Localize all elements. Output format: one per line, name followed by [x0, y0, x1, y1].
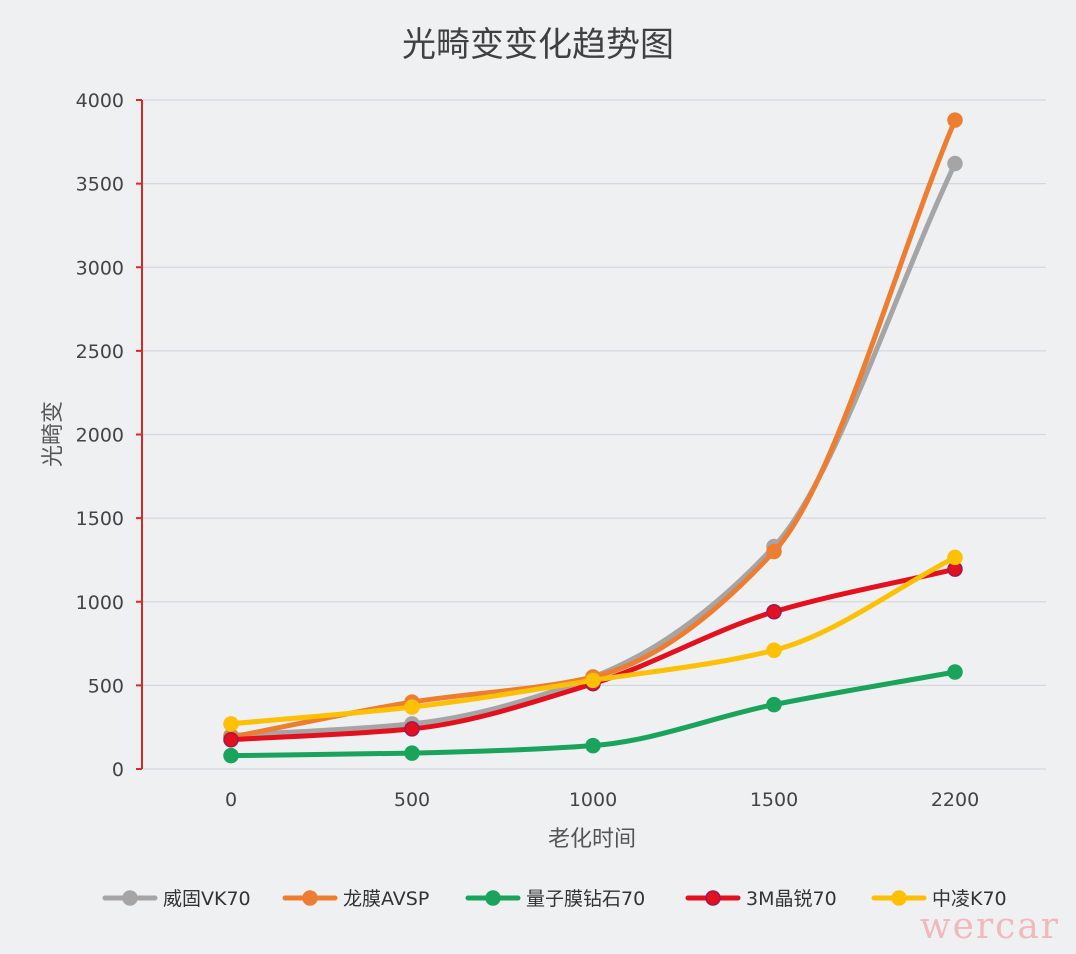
- data-point: [947, 664, 963, 680]
- legend-label: 威固VK70: [163, 888, 251, 910]
- x-tick-label: 0: [225, 789, 237, 811]
- data-point: [404, 745, 420, 761]
- data-point: [585, 737, 601, 754]
- legend: 威固VK70 龙膜AVSP 量子膜钻石70 3M晶锐70 中凌K70: [102, 888, 1007, 910]
- data-point: [404, 699, 420, 715]
- x-tick-label: 500: [394, 789, 430, 811]
- y-tick-labels: 0 500 1000 1500 2000 2500 3000 3500 4000: [76, 90, 124, 781]
- legend-marker: [122, 890, 138, 906]
- data-point: [766, 642, 782, 659]
- legend-item: 3M晶锐70: [685, 888, 837, 910]
- series-line: [228, 161, 958, 739]
- data-point: [947, 549, 963, 566]
- x-tick-label: 1500: [750, 789, 798, 811]
- data-point: [947, 112, 963, 128]
- grid-lines: [142, 99, 1046, 770]
- y-axis-label: 光畸变: [41, 401, 66, 467]
- legend-item: 量子膜钻石70: [465, 888, 645, 910]
- y-tick-label: 500: [88, 675, 124, 697]
- legend-label: 3M晶锐70: [746, 888, 837, 910]
- x-tick-label: 1000: [569, 789, 617, 811]
- data-point: [947, 155, 963, 172]
- x-tick-label: 2200: [931, 789, 979, 811]
- y-tick-label: 3500: [76, 174, 124, 196]
- series-2: [223, 112, 963, 745]
- y-tick-label: 2500: [76, 341, 124, 363]
- series-5: [223, 549, 963, 732]
- data-point: [404, 721, 420, 737]
- x-axis-label: 老化时间: [548, 827, 636, 852]
- legend-item: 龙膜AVSP: [282, 888, 429, 910]
- y-tick-label: 0: [112, 759, 124, 781]
- legend-marker: [485, 890, 501, 906]
- series-4: [223, 561, 963, 748]
- legend-label: 量子膜钻石70: [526, 888, 645, 910]
- series-line: [228, 554, 958, 727]
- data-point: [766, 543, 782, 560]
- watermark-text: wercar: [920, 906, 1060, 947]
- data-point: [766, 604, 782, 620]
- series-lines: [223, 112, 963, 764]
- legend-marker: [891, 890, 907, 906]
- legend-label: 龙膜AVSP: [343, 888, 429, 910]
- data-point: [223, 716, 239, 732]
- legend-marker: [302, 890, 318, 906]
- data-point: [223, 747, 239, 764]
- y-tick-label: 4000: [76, 90, 124, 112]
- y-axis: [136, 99, 143, 770]
- series-1: [223, 155, 963, 744]
- data-point: [585, 672, 601, 689]
- y-tick-label: 2000: [76, 425, 124, 447]
- y-tick-label: 1500: [76, 508, 124, 530]
- series-line: [228, 117, 958, 740]
- data-point: [766, 696, 782, 713]
- chart-title: 光畸变变化趋势图: [402, 25, 674, 65]
- legend-item: 中凌K70: [871, 888, 1007, 910]
- data-point: [223, 731, 239, 748]
- legend-item: 威固VK70: [102, 888, 251, 910]
- series-3: [223, 664, 963, 764]
- y-tick-label: 3000: [76, 257, 124, 279]
- x-tick-labels: 0 500 1000 1500 2200: [225, 789, 979, 811]
- y-tick-label: 1000: [76, 592, 124, 614]
- legend-marker: [705, 890, 721, 906]
- legend-label: 中凌K70: [932, 888, 1007, 910]
